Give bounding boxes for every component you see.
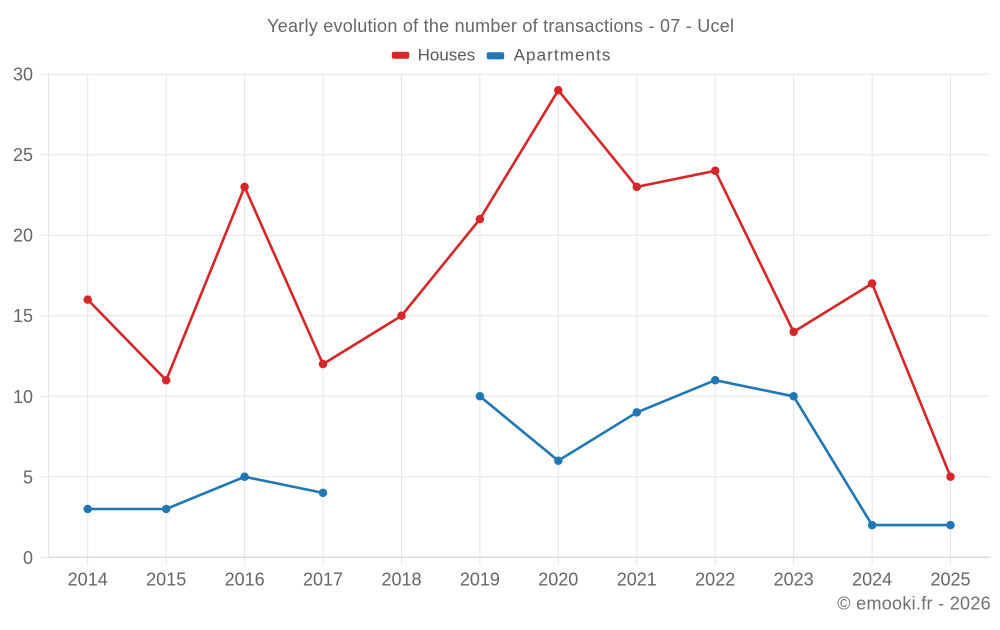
svg-text:2017: 2017 xyxy=(303,569,343,589)
svg-text:2024: 2024 xyxy=(852,569,892,589)
svg-text:Yearly evolution of the number: Yearly evolution of the number of transa… xyxy=(267,16,734,36)
svg-text:5: 5 xyxy=(23,467,33,487)
svg-text:Houses: Houses xyxy=(418,45,476,64)
svg-text:2023: 2023 xyxy=(774,569,814,589)
svg-text:25: 25 xyxy=(13,145,33,165)
svg-text:2016: 2016 xyxy=(225,569,265,589)
svg-text:© emooki.fr - 2026: © emooki.fr - 2026 xyxy=(837,593,991,613)
svg-text:20: 20 xyxy=(13,226,33,246)
svg-text:2022: 2022 xyxy=(695,569,735,589)
svg-text:10: 10 xyxy=(13,387,33,407)
svg-text:2025: 2025 xyxy=(930,569,970,589)
svg-text:0: 0 xyxy=(23,548,33,568)
svg-text:2019: 2019 xyxy=(460,569,500,589)
svg-text:2018: 2018 xyxy=(381,569,421,589)
svg-text:30: 30 xyxy=(13,65,33,85)
svg-text:2015: 2015 xyxy=(146,569,186,589)
svg-text:2021: 2021 xyxy=(617,569,657,589)
svg-text:15: 15 xyxy=(13,306,33,326)
svg-text:2014: 2014 xyxy=(68,569,108,589)
svg-text:2020: 2020 xyxy=(538,569,578,589)
svg-text:Apartments: Apartments xyxy=(514,45,612,64)
